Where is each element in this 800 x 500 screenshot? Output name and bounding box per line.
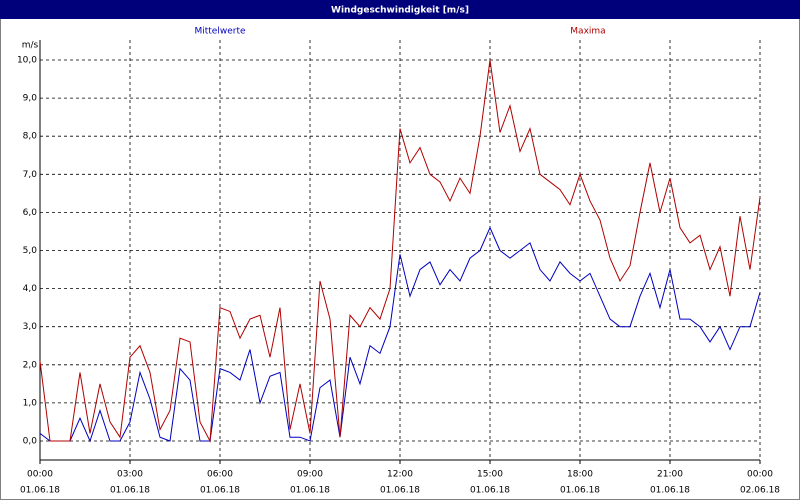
- x-tick-label: 00:00: [747, 470, 773, 480]
- series-line: [39, 59, 761, 443]
- x-tick-label: 18:00: [567, 470, 593, 480]
- x-tick-date: 01.06.18: [380, 486, 420, 496]
- x-tick-label: 09:00: [297, 470, 323, 480]
- y-tick-label: 7,0: [23, 170, 38, 180]
- x-tick-date: 01.06.18: [560, 486, 600, 496]
- y-tick-label: 0,0: [23, 437, 38, 447]
- y-tick-label: 2,0: [23, 360, 38, 370]
- x-tick-label: 00:00: [27, 470, 53, 480]
- y-tick-label: 3,0: [23, 322, 38, 332]
- chart-title: Windgeschwindigkeit [m/s]: [331, 6, 469, 16]
- x-tick-date: 01.06.18: [200, 486, 240, 496]
- x-tick-label: 03:00: [117, 470, 143, 480]
- y-tick-label: 1,0: [23, 398, 38, 408]
- x-tick-date: 01.06.18: [290, 486, 330, 496]
- legend-label: Maxima: [570, 27, 605, 37]
- x-tick-date: 01.06.18: [20, 486, 60, 496]
- x-tick-date: 01.06.18: [470, 486, 510, 496]
- y-axis-label: m/s: [22, 41, 39, 51]
- y-tick-label: 9,0: [23, 94, 38, 104]
- legend-label: Mittelwerte: [194, 27, 245, 37]
- x-tick-date: 01.06.18: [110, 486, 150, 496]
- x-tick-date: 02.06.18: [740, 486, 780, 496]
- x-tick-date: 01.06.18: [650, 486, 690, 496]
- title-bar: [0, 0, 800, 19]
- x-tick-label: 21:00: [657, 470, 683, 480]
- x-tick-label: 15:00: [477, 470, 503, 480]
- y-tick-label: 8,0: [23, 132, 38, 142]
- series-line: [39, 226, 761, 443]
- y-tick-label: 5,0: [23, 246, 38, 256]
- y-tick-label: 10,0: [17, 56, 37, 66]
- y-tick-label: 4,0: [23, 284, 38, 294]
- x-tick-label: 12:00: [387, 470, 413, 480]
- y-tick-label: 6,0: [23, 208, 38, 218]
- x-tick-label: 06:00: [207, 470, 233, 480]
